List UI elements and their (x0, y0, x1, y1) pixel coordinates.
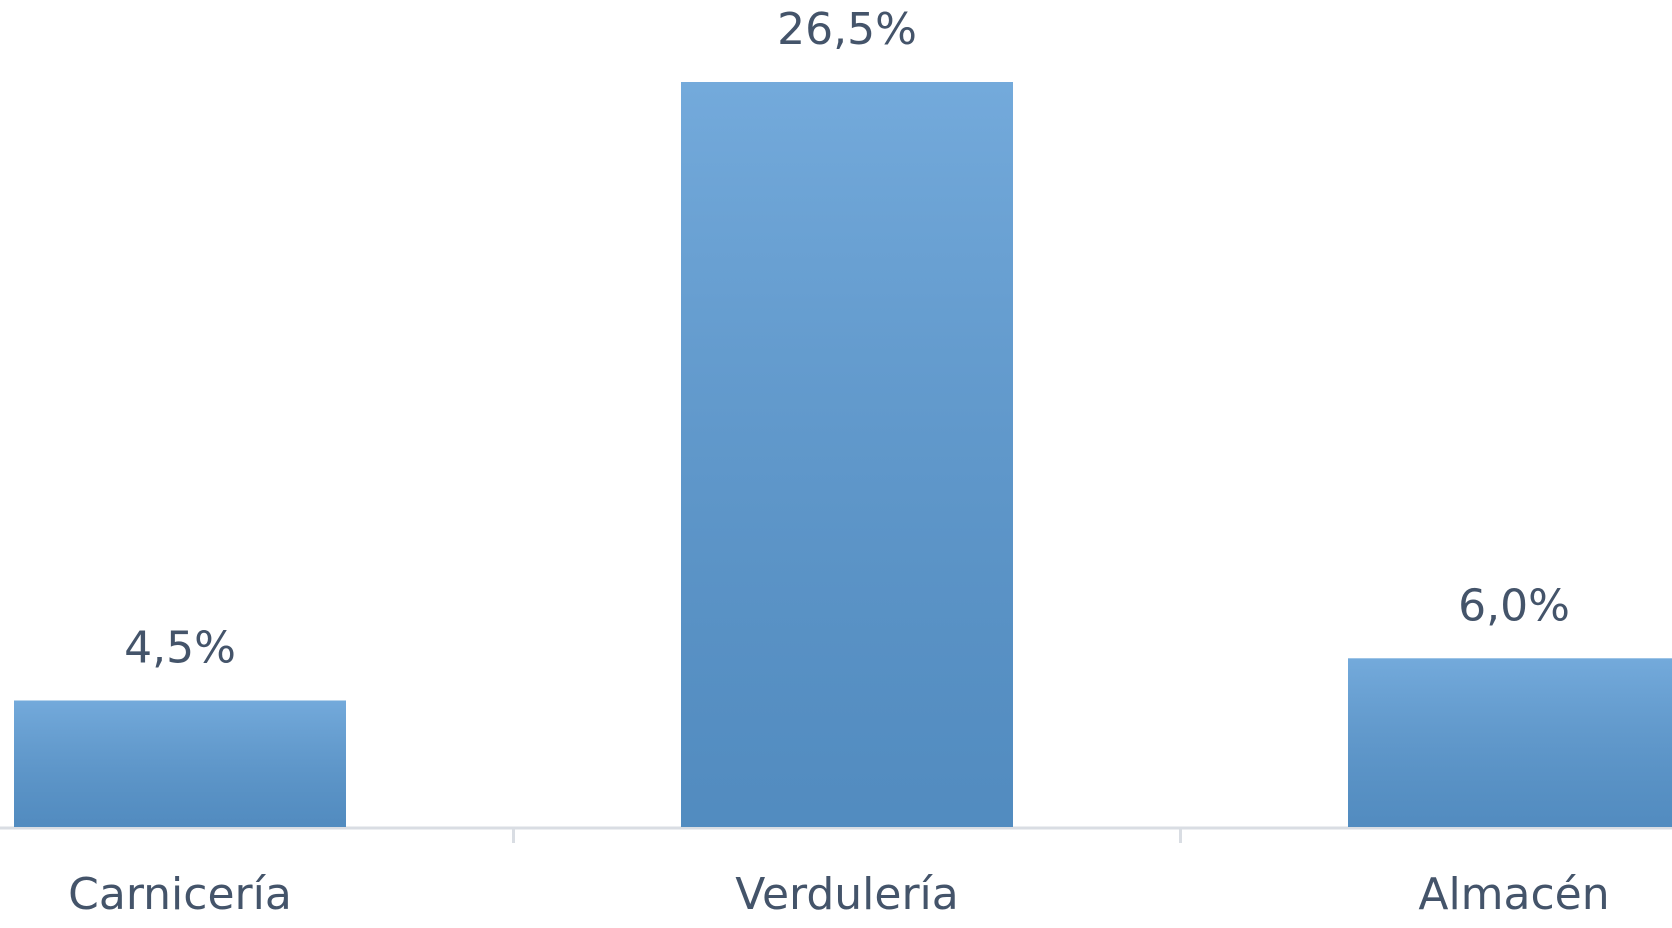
bar-shade (1348, 658, 1672, 827)
bar-shade (14, 700, 346, 827)
data-label: 26,5% (777, 4, 917, 55)
bar-shade (681, 82, 1013, 827)
x-tick-label: Almacén (1418, 869, 1609, 920)
data-label: 4,5% (124, 622, 236, 673)
x-tick-label: Verdulería (735, 869, 958, 920)
data-label: 6,0% (1458, 580, 1570, 631)
x-tick-label: Carnicería (68, 869, 292, 920)
